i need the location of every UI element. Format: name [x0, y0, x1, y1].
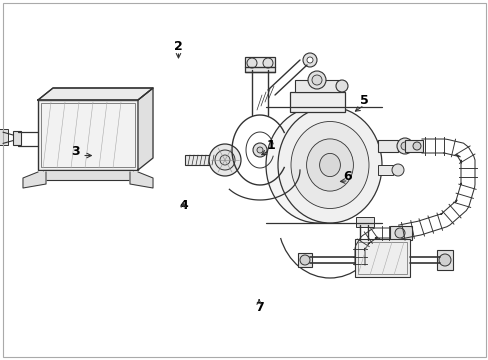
- Bar: [38, 100, 138, 170]
- Polygon shape: [138, 88, 153, 170]
- Text: 1: 1: [266, 139, 275, 152]
- Circle shape: [438, 254, 450, 266]
- Circle shape: [394, 228, 404, 238]
- Text: 2: 2: [174, 40, 183, 53]
- Text: 7: 7: [254, 301, 263, 314]
- Circle shape: [311, 75, 321, 85]
- Ellipse shape: [290, 121, 368, 208]
- Circle shape: [306, 57, 312, 63]
- Bar: [354, 239, 409, 277]
- Bar: [389, 226, 411, 240]
- Polygon shape: [23, 172, 46, 188]
- Bar: [377, 140, 397, 152]
- Bar: [355, 217, 373, 227]
- Circle shape: [252, 143, 266, 157]
- Bar: [377, 165, 392, 175]
- Circle shape: [412, 142, 420, 150]
- Circle shape: [246, 58, 257, 68]
- Circle shape: [257, 147, 263, 153]
- Circle shape: [215, 150, 235, 170]
- Bar: [289, 92, 345, 112]
- Text: 6: 6: [342, 170, 351, 183]
- Polygon shape: [38, 88, 153, 100]
- Ellipse shape: [319, 153, 340, 177]
- Ellipse shape: [265, 107, 369, 223]
- Bar: [13, 131, 21, 145]
- Bar: [184, 155, 220, 165]
- Circle shape: [263, 58, 272, 68]
- Ellipse shape: [278, 107, 381, 223]
- Bar: [41, 103, 135, 167]
- Bar: [436, 250, 452, 270]
- Circle shape: [303, 53, 316, 67]
- Bar: [244, 57, 274, 72]
- Circle shape: [335, 80, 347, 92]
- Bar: [0, 129, 8, 145]
- Circle shape: [307, 71, 325, 89]
- Bar: [297, 253, 311, 267]
- Circle shape: [391, 164, 403, 176]
- Bar: [294, 80, 339, 92]
- Bar: [357, 242, 406, 274]
- Text: 4: 4: [179, 199, 187, 212]
- Text: 3: 3: [71, 145, 80, 158]
- Text: 5: 5: [359, 94, 368, 107]
- Circle shape: [400, 142, 408, 150]
- Circle shape: [299, 255, 309, 265]
- Circle shape: [396, 138, 412, 154]
- Bar: [404, 140, 422, 152]
- Circle shape: [208, 144, 241, 176]
- Ellipse shape: [306, 139, 353, 191]
- Bar: [43, 170, 133, 180]
- Polygon shape: [130, 172, 153, 188]
- Circle shape: [220, 155, 229, 165]
